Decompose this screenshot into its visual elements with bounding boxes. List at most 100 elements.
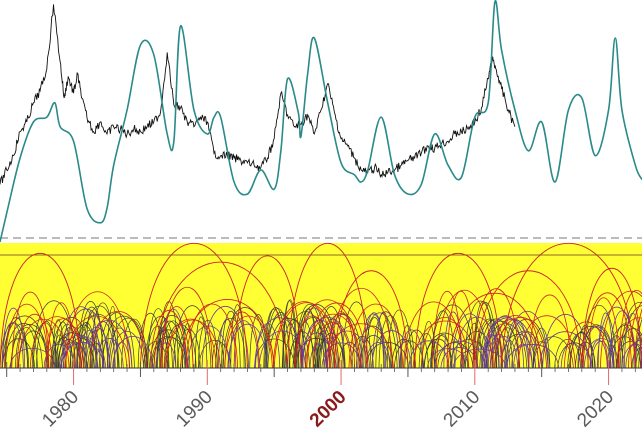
cycle-arc-dark bbox=[282, 300, 297, 369]
cycle-arc-red bbox=[312, 322, 352, 369]
cycle-arc-red bbox=[305, 313, 362, 369]
cycle-arc-purple bbox=[597, 312, 614, 369]
cycle-arc-dark bbox=[318, 319, 346, 369]
cycle-arc-dark bbox=[495, 327, 520, 369]
cycle-arc-red bbox=[628, 301, 642, 369]
cycle-arc-purple bbox=[621, 339, 642, 369]
cycle-arc-red-large bbox=[139, 243, 248, 369]
cycle-arc-red bbox=[436, 289, 493, 369]
cycle-arc-red bbox=[161, 287, 213, 369]
cycle-arc-red bbox=[165, 319, 221, 369]
cycle-arc-red bbox=[16, 313, 53, 369]
cycle-arc-red bbox=[150, 310, 188, 369]
cycle-arc-dark bbox=[108, 318, 148, 369]
cycle-arc-dark bbox=[163, 324, 197, 369]
cycle-arc-red bbox=[159, 306, 194, 369]
cycle-arc-purple bbox=[427, 348, 470, 369]
cycle-arc-red-large bbox=[447, 292, 543, 369]
cycle-arc-purple bbox=[542, 313, 589, 369]
cycle-arc-dark bbox=[106, 305, 119, 369]
cycle-arc-dark bbox=[423, 338, 453, 369]
cycle-arc-dark bbox=[2, 338, 35, 369]
cycle-arc-purple bbox=[631, 346, 642, 369]
cycle-arc-red-large bbox=[501, 242, 636, 369]
cycle-arc-dark bbox=[146, 325, 169, 369]
cycle-arc-dark bbox=[173, 305, 212, 369]
cycle-arc-purple bbox=[62, 337, 107, 369]
cycle-arc-dark bbox=[378, 315, 403, 369]
cycle-arc-dark bbox=[5, 323, 43, 369]
cycle-arc-purple bbox=[481, 316, 529, 369]
cycle-arc-purple bbox=[408, 340, 449, 369]
cycle-arc-dark bbox=[101, 315, 146, 369]
cycle-arc-purple bbox=[371, 330, 412, 369]
cycle-arc-red bbox=[528, 294, 572, 369]
cycle-arc-red bbox=[11, 291, 50, 369]
cycle-arc-dark bbox=[418, 333, 435, 369]
cycle-arc-purple bbox=[43, 343, 75, 369]
cycle-arc-dark bbox=[36, 321, 57, 369]
cycle-arc-dark bbox=[404, 329, 429, 369]
cycle-arc-red bbox=[294, 299, 360, 369]
cycle-arc-dark bbox=[338, 341, 361, 369]
cycle-arc-dark bbox=[221, 311, 241, 369]
cycle-arc-purple bbox=[61, 306, 101, 369]
cycle-arc-red bbox=[4, 303, 49, 369]
cycle-arc-dark bbox=[431, 310, 455, 369]
cycle-arc-red-large bbox=[581, 267, 642, 369]
cycle-arc-purple bbox=[589, 339, 608, 369]
cycle-arc-purple bbox=[513, 343, 533, 369]
cycle-arc-purple bbox=[85, 319, 133, 369]
cycle-arc-purple bbox=[228, 320, 259, 369]
cycle-arc-purple bbox=[309, 343, 327, 369]
cycle-arc-red bbox=[64, 315, 128, 369]
cycle-arc-dark bbox=[15, 327, 38, 369]
cycle-arc-red bbox=[582, 292, 632, 369]
cycle-arc-red bbox=[446, 290, 476, 369]
x-tick-label: 2020 bbox=[573, 387, 618, 432]
cycle-arc-red bbox=[587, 297, 620, 369]
cycle-arc-dark bbox=[341, 301, 372, 369]
cycle-model-line bbox=[0, 0, 642, 243]
cycle-arc-red bbox=[326, 323, 394, 369]
cycle-arc-red-large bbox=[333, 270, 409, 369]
cycle-arc-dark bbox=[150, 336, 186, 369]
cycle-arc-red bbox=[329, 288, 394, 369]
cycle-arc-red bbox=[164, 318, 217, 369]
cycle-arc-dark bbox=[156, 327, 170, 369]
cycle-arc-red bbox=[618, 289, 642, 369]
cycle-arc-dark bbox=[361, 312, 398, 369]
cycle-arc-purple bbox=[155, 342, 177, 369]
cycle-arc-dark bbox=[365, 317, 385, 369]
cycle-arc-red bbox=[491, 314, 540, 369]
cycle-arc-dark bbox=[215, 318, 246, 369]
cycle-arc-red bbox=[17, 318, 70, 369]
cycle-arc-purple bbox=[76, 330, 104, 369]
cycle-arc-dark bbox=[479, 318, 514, 369]
cycle-arc-red bbox=[472, 288, 520, 369]
cycle-arc-dark bbox=[71, 338, 95, 369]
cycle-arc-red bbox=[185, 303, 239, 369]
cycle-arc-red bbox=[89, 311, 148, 369]
cycle-arc-purple bbox=[371, 311, 400, 369]
cycle-arc-red-large bbox=[0, 252, 81, 369]
cycle-arc-dark bbox=[621, 305, 642, 369]
cycle-arc-dark bbox=[635, 343, 642, 369]
cycle-arc-red-large bbox=[414, 252, 503, 369]
cycle-arc-red bbox=[493, 316, 548, 369]
x-tick-label: 2010 bbox=[440, 387, 485, 432]
cycle-arc-purple bbox=[255, 323, 281, 369]
cycle-arc-dark bbox=[284, 311, 327, 369]
cycle-arc-red bbox=[29, 316, 85, 369]
cycle-arc-purple bbox=[399, 329, 424, 369]
x-tick-label: 1980 bbox=[38, 387, 83, 432]
cycle-arc-red-large bbox=[153, 261, 289, 369]
cycle-arc-purple bbox=[1, 307, 26, 369]
cycle-arc-red bbox=[403, 301, 464, 369]
x-tick-label: 1990 bbox=[172, 387, 217, 432]
x-axis-ticks: 1980 1990 2000 2010 2020 bbox=[6, 360, 636, 432]
cycle-arc-purple bbox=[590, 340, 612, 369]
cycle-arc-red bbox=[272, 301, 336, 369]
cycle-arc-red bbox=[420, 316, 470, 369]
